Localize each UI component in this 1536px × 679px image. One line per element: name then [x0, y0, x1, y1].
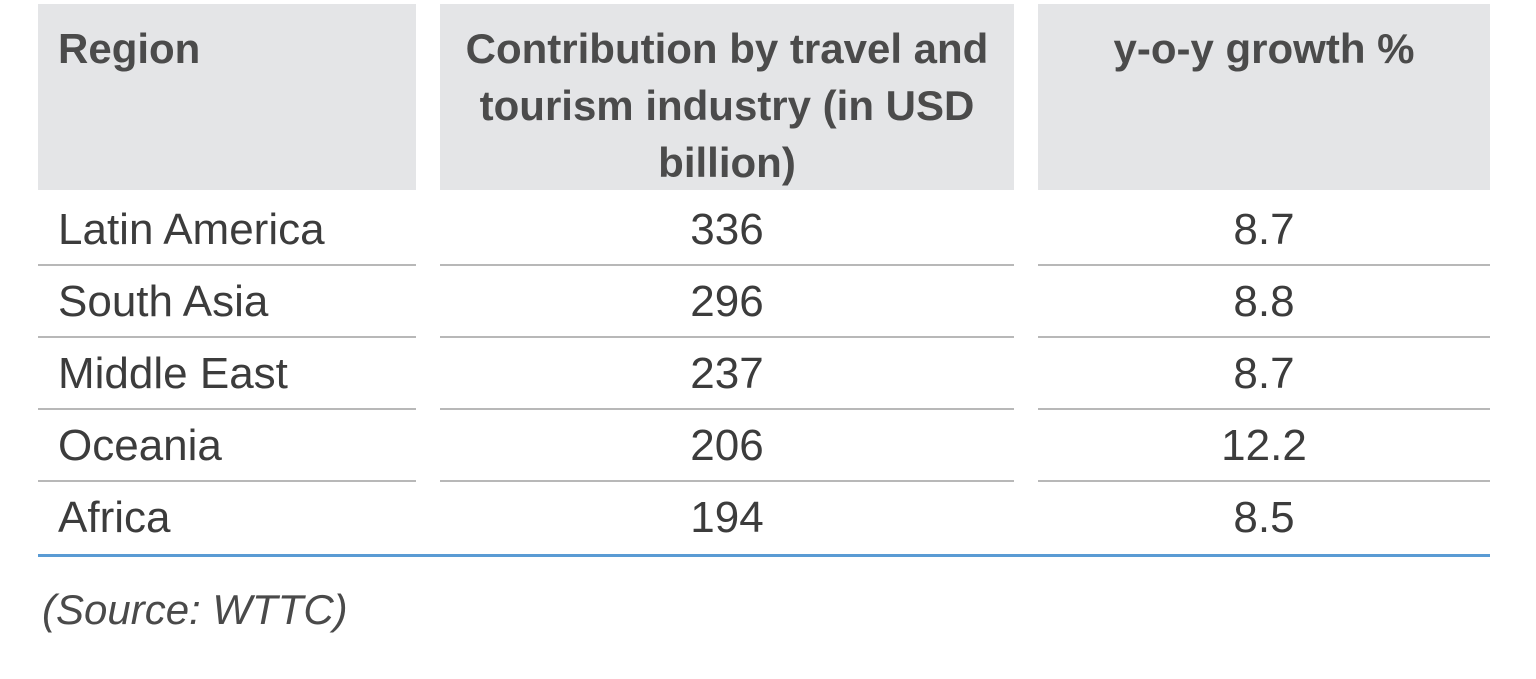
cell-growth: 8.8	[1038, 266, 1490, 338]
header-contribution: Contribution by travel and tourism indus…	[440, 4, 1014, 190]
cell-growth: 8.5	[1233, 493, 1295, 542]
cell-contribution: 194	[690, 493, 764, 542]
header-growth: y-o-y growth %	[1038, 4, 1490, 190]
cell-contribution: 336	[440, 194, 1014, 266]
table-body: Latin America 336 8.7 South Asia 296 8.8…	[38, 194, 1490, 554]
table-header-row: Region Contribution by travel and touris…	[38, 4, 1490, 190]
cell-region: South Asia	[38, 266, 416, 338]
cell-contribution: 206	[440, 410, 1014, 482]
data-table: Region Contribution by travel and touris…	[38, 4, 1490, 557]
cell-growth: 8.7	[1038, 194, 1490, 266]
cell-growth: 12.2	[1038, 410, 1490, 482]
cell-region: Middle East	[38, 338, 416, 410]
cell-region: Oceania	[38, 410, 416, 482]
cell-contribution: 296	[440, 266, 1014, 338]
cell-contribution: 237	[440, 338, 1014, 410]
cell-growth: 8.7	[1038, 338, 1490, 410]
source-note: (Source: WTTC)	[42, 586, 348, 633]
table-bottom-rule	[38, 554, 1490, 557]
cell-region: Africa	[58, 493, 171, 542]
header-region: Region	[38, 4, 416, 190]
cell-region: Latin America	[38, 194, 416, 266]
